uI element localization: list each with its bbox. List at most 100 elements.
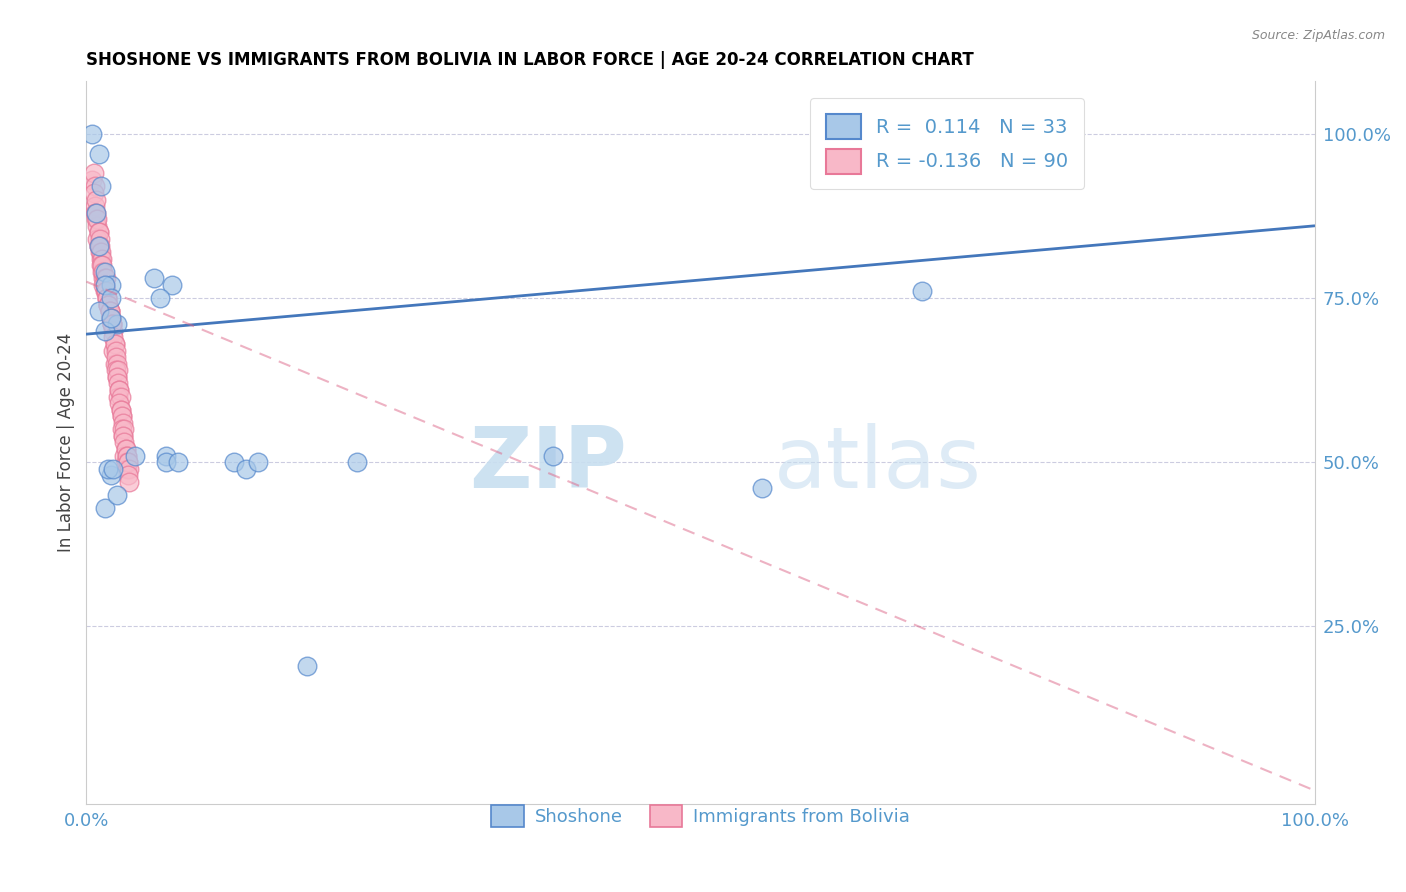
Point bbox=[89, 245, 111, 260]
Point bbox=[910, 285, 932, 299]
Point bbox=[94, 271, 117, 285]
Point bbox=[97, 297, 120, 311]
Point bbox=[100, 310, 122, 325]
Point bbox=[84, 205, 107, 219]
Point bbox=[104, 363, 127, 377]
Point bbox=[117, 455, 139, 469]
Point bbox=[107, 363, 129, 377]
Point bbox=[93, 271, 115, 285]
Point bbox=[97, 462, 120, 476]
Point bbox=[91, 252, 114, 266]
Point bbox=[115, 449, 138, 463]
Point bbox=[93, 277, 115, 292]
Point bbox=[111, 422, 134, 436]
Point bbox=[118, 462, 141, 476]
Point bbox=[103, 337, 125, 351]
Point bbox=[91, 265, 114, 279]
Point bbox=[83, 205, 105, 219]
Point bbox=[105, 369, 128, 384]
Point bbox=[105, 488, 128, 502]
Text: ZIP: ZIP bbox=[470, 423, 627, 506]
Point bbox=[105, 357, 128, 371]
Point bbox=[86, 219, 108, 233]
Point bbox=[155, 449, 177, 463]
Point bbox=[100, 291, 122, 305]
Point bbox=[751, 482, 773, 496]
Point bbox=[114, 442, 136, 456]
Point bbox=[93, 285, 115, 299]
Point bbox=[94, 285, 117, 299]
Point bbox=[96, 291, 118, 305]
Point bbox=[118, 475, 141, 489]
Text: atlas: atlas bbox=[775, 423, 983, 506]
Y-axis label: In Labor Force | Age 20-24: In Labor Force | Age 20-24 bbox=[58, 333, 75, 552]
Point bbox=[84, 193, 107, 207]
Point bbox=[93, 277, 115, 292]
Point bbox=[100, 310, 122, 325]
Point bbox=[100, 310, 122, 325]
Point bbox=[82, 127, 104, 141]
Point bbox=[104, 350, 127, 364]
Point bbox=[111, 409, 134, 424]
Point bbox=[222, 455, 245, 469]
Point bbox=[117, 455, 139, 469]
Point bbox=[247, 455, 270, 469]
Point bbox=[105, 318, 128, 332]
Point bbox=[96, 291, 118, 305]
Point bbox=[82, 173, 104, 187]
Point bbox=[87, 304, 110, 318]
Point bbox=[104, 343, 127, 358]
Point bbox=[98, 304, 121, 318]
Point bbox=[110, 402, 132, 417]
Point bbox=[83, 199, 105, 213]
Point bbox=[155, 455, 177, 469]
Point bbox=[346, 455, 368, 469]
Point bbox=[115, 462, 138, 476]
Point bbox=[112, 429, 135, 443]
Point bbox=[90, 252, 112, 266]
Point bbox=[87, 238, 110, 252]
Point bbox=[83, 179, 105, 194]
Point bbox=[98, 304, 121, 318]
Point bbox=[115, 449, 138, 463]
Point bbox=[103, 343, 125, 358]
Point bbox=[89, 238, 111, 252]
Point bbox=[112, 429, 135, 443]
Point bbox=[103, 462, 125, 476]
Point bbox=[97, 297, 120, 311]
Point bbox=[124, 449, 146, 463]
Point bbox=[93, 324, 115, 338]
Point bbox=[541, 449, 564, 463]
Point bbox=[108, 383, 131, 397]
Point bbox=[93, 265, 115, 279]
Text: Source: ZipAtlas.com: Source: ZipAtlas.com bbox=[1251, 29, 1385, 42]
Point bbox=[107, 376, 129, 391]
Point bbox=[103, 337, 125, 351]
Point bbox=[110, 390, 132, 404]
Point bbox=[110, 402, 132, 417]
Point bbox=[100, 310, 122, 325]
Point bbox=[103, 357, 125, 371]
Point bbox=[112, 416, 135, 430]
Point bbox=[93, 265, 115, 279]
Point bbox=[98, 304, 121, 318]
Point bbox=[149, 291, 172, 305]
Point bbox=[86, 232, 108, 246]
Point bbox=[87, 226, 110, 240]
Point bbox=[107, 390, 129, 404]
Point bbox=[114, 442, 136, 456]
Point bbox=[84, 212, 107, 227]
Point bbox=[297, 658, 319, 673]
Point bbox=[114, 455, 136, 469]
Point bbox=[96, 291, 118, 305]
Point bbox=[87, 226, 110, 240]
Point bbox=[93, 271, 115, 285]
Point bbox=[112, 422, 135, 436]
Point bbox=[97, 297, 120, 311]
Point bbox=[83, 166, 105, 180]
Point bbox=[90, 258, 112, 272]
Point bbox=[90, 179, 112, 194]
Point bbox=[87, 238, 110, 252]
Point bbox=[100, 468, 122, 483]
Point bbox=[84, 205, 107, 219]
